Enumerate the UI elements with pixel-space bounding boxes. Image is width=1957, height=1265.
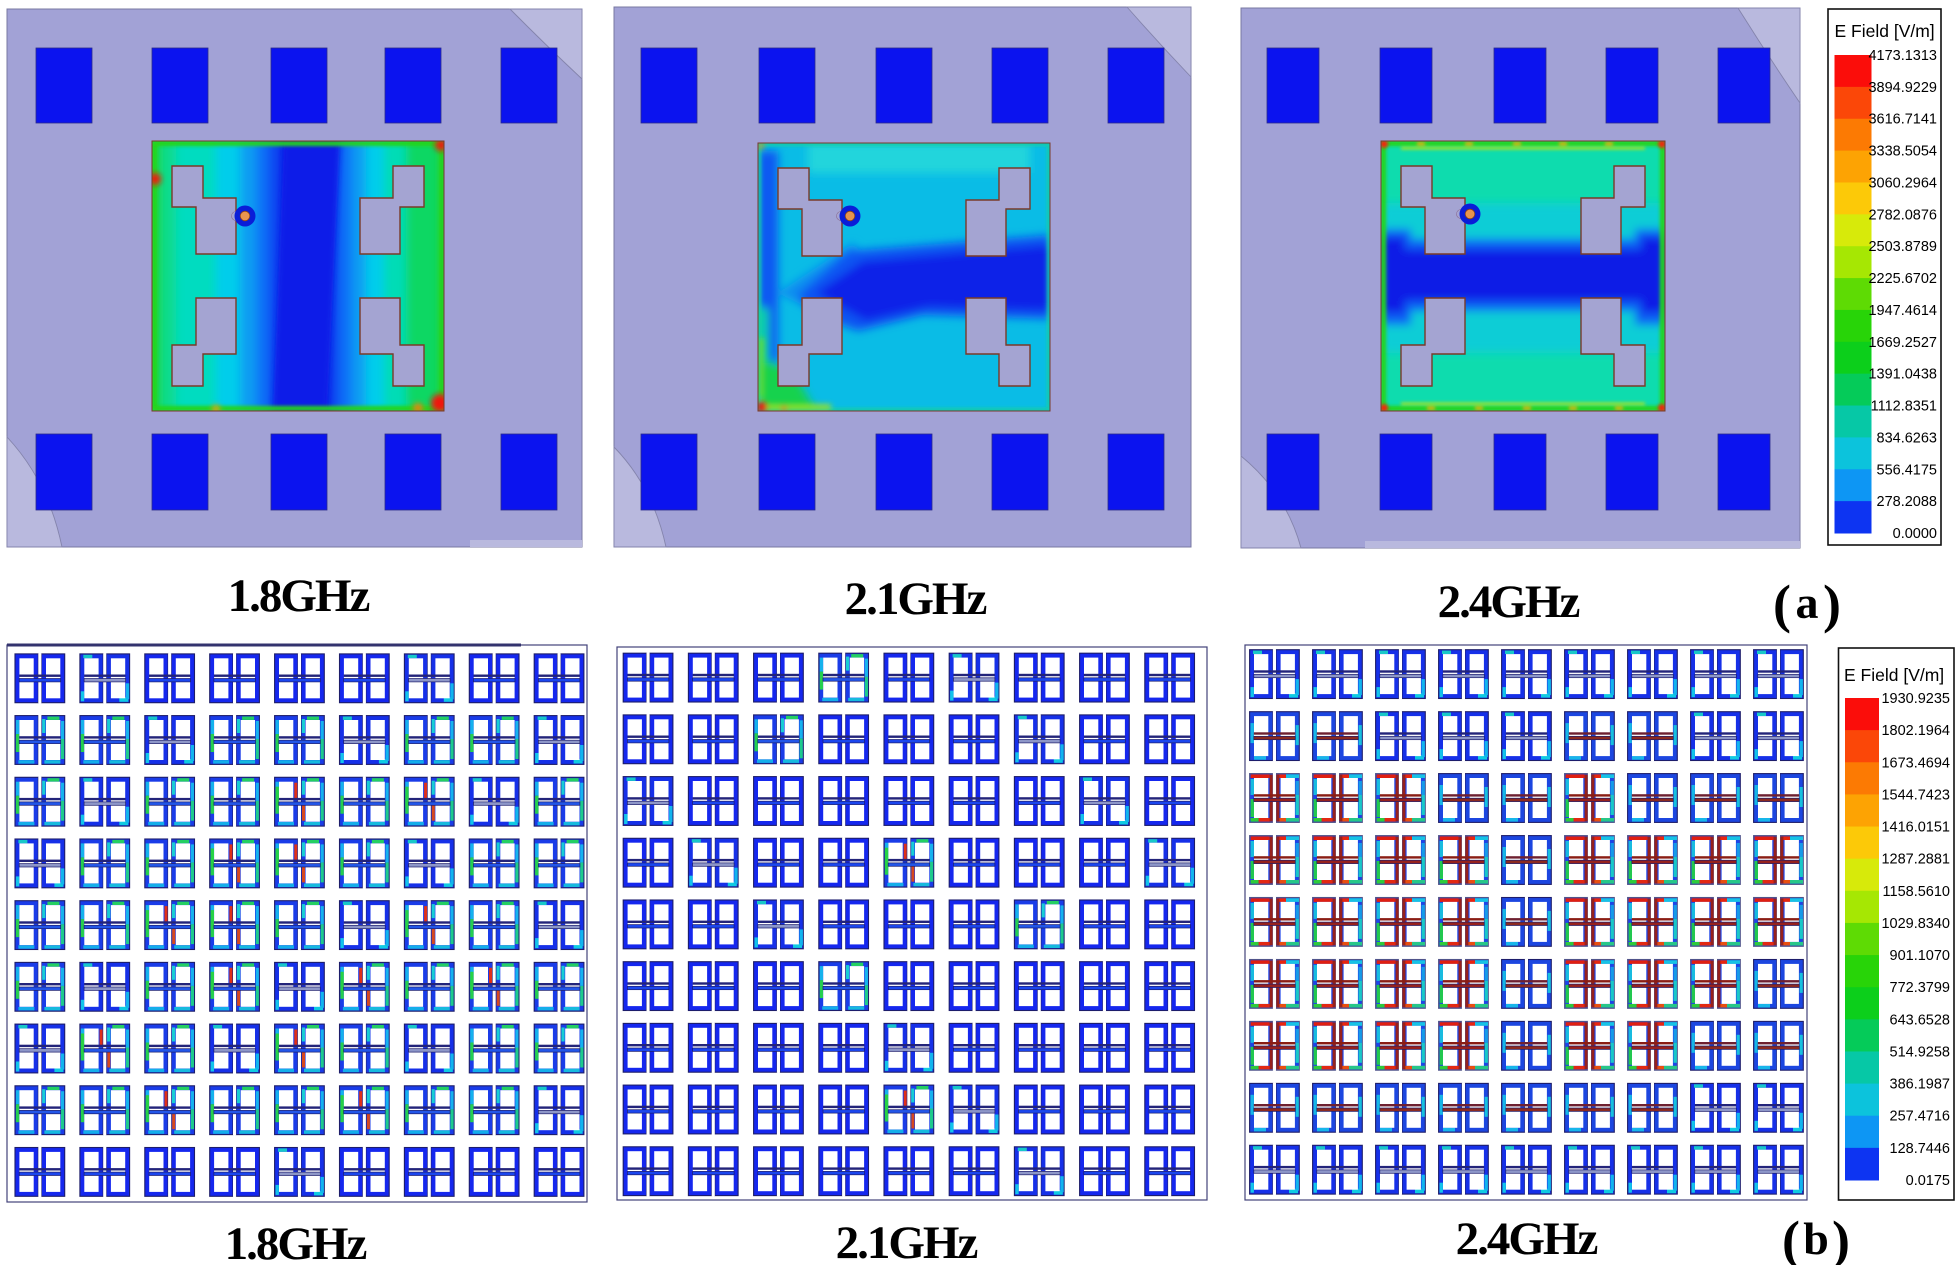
svg-text:3894.9229: 3894.9229 [1868, 80, 1937, 96]
svg-text:901.1070: 901.1070 [1890, 948, 1950, 964]
svg-text:1544.7423: 1544.7423 [1881, 787, 1950, 803]
svg-text:b: b [1803, 1213, 1829, 1264]
svg-text:a: a [1796, 577, 1819, 628]
svg-text:2225.6702: 2225.6702 [1868, 271, 1937, 287]
svg-text:3338.5054: 3338.5054 [1868, 144, 1937, 160]
svg-text:1029.8340: 1029.8340 [1881, 916, 1950, 932]
svg-text:1287.2881: 1287.2881 [1881, 852, 1950, 868]
svg-text:3060.2964: 3060.2964 [1868, 176, 1937, 192]
svg-text:): ) [1823, 574, 1841, 634]
svg-text:3616.7141: 3616.7141 [1868, 112, 1937, 128]
svg-text:0.0000: 0.0000 [1893, 526, 1937, 542]
svg-text:1669.2527: 1669.2527 [1868, 335, 1937, 351]
svg-text:1158.5610: 1158.5610 [1883, 884, 1950, 900]
svg-text:556.4175: 556.4175 [1877, 462, 1937, 478]
svg-text:1673.4694: 1673.4694 [1881, 755, 1950, 771]
svg-text:257.4716: 257.4716 [1890, 1109, 1950, 1125]
svg-text:0.0175: 0.0175 [1906, 1173, 1950, 1189]
svg-text:514.9258: 514.9258 [1890, 1045, 1950, 1061]
svg-text:1947.4614: 1947.4614 [1868, 303, 1937, 319]
svg-text:2.1GHz: 2.1GHz [845, 573, 987, 625]
svg-text:1112.8351: 1112.8351 [1871, 399, 1937, 415]
svg-text:643.6528: 643.6528 [1890, 1012, 1950, 1028]
svg-text:E Field [V/m]: E Field [V/m] [1844, 665, 1944, 685]
svg-text:2782.0876: 2782.0876 [1868, 207, 1937, 223]
svg-text:4173.1313: 4173.1313 [1868, 48, 1937, 64]
svg-text:386.1987: 386.1987 [1890, 1077, 1950, 1093]
svg-text:2.4GHz: 2.4GHz [1456, 1213, 1598, 1265]
svg-text:834.6263: 834.6263 [1877, 430, 1937, 446]
svg-text:1.8GHz: 1.8GHz [225, 1218, 367, 1265]
svg-text:128.7446: 128.7446 [1890, 1141, 1950, 1157]
svg-text:): ) [1832, 1210, 1850, 1265]
svg-text:1416.0151: 1416.0151 [1881, 820, 1950, 836]
svg-text:1391.0438: 1391.0438 [1868, 367, 1937, 383]
svg-text:2.4GHz: 2.4GHz [1438, 576, 1580, 628]
svg-text:278.2088: 278.2088 [1877, 494, 1937, 510]
svg-text:(: ( [1782, 1210, 1800, 1265]
svg-text:1802.1964: 1802.1964 [1881, 723, 1950, 739]
svg-text:2503.8789: 2503.8789 [1868, 239, 1937, 255]
svg-text:(: ( [1773, 574, 1791, 634]
svg-text:772.3799: 772.3799 [1890, 980, 1950, 996]
svg-text:2.1GHz: 2.1GHz [836, 1217, 978, 1265]
svg-text:1.8GHz: 1.8GHz [228, 570, 370, 622]
svg-text:1930.9235: 1930.9235 [1881, 691, 1950, 707]
svg-text:E Field [V/m]: E Field [V/m] [1835, 21, 1935, 41]
